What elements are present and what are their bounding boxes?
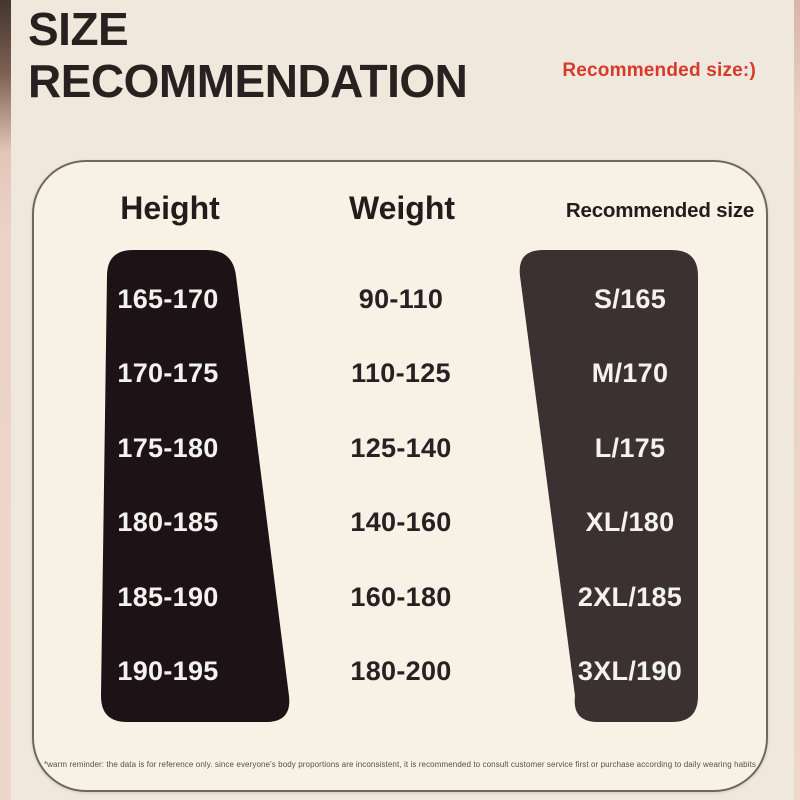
column-header-recommended-size: Recommended size xyxy=(565,199,755,222)
height-cell: 170-175 xyxy=(117,358,219,389)
page-edge-left-stripe xyxy=(0,0,11,800)
column-header-weight: Weight xyxy=(348,190,456,226)
height-cell: 165-170 xyxy=(117,284,219,314)
size-cell: 3XL/190 xyxy=(577,655,683,686)
weight-cell: 90-110 xyxy=(358,284,444,314)
size-cell: L/175 xyxy=(594,432,666,463)
page-title: SIZE RECOMMENDATION xyxy=(28,3,468,107)
size-cell: 2XL/185 xyxy=(577,581,683,612)
weight-cell: 180-200 xyxy=(350,655,452,686)
height-cell: 185-190 xyxy=(117,581,219,612)
page-title-line-2: RECOMMENDATION xyxy=(28,54,468,107)
weight-cell: 160-180 xyxy=(350,581,452,612)
weight-cell: 125-140 xyxy=(350,432,452,463)
height-cell: 175-180 xyxy=(117,432,219,463)
size-cell: S/165 xyxy=(593,284,667,314)
height-cell: 180-185 xyxy=(117,507,219,538)
weight-cell: 140-160 xyxy=(350,507,452,538)
column-header-height: Height xyxy=(120,190,220,226)
size-cell: XL/180 xyxy=(585,507,675,538)
height-column: 165-170 170-175 175-180 180-185 185-190 … xyxy=(98,284,238,686)
recommended-size-tagline: Recommended size:) xyxy=(562,60,756,81)
page-title-line-1: SIZE xyxy=(28,3,129,55)
page-edge-right-stripe xyxy=(794,0,800,800)
recommended-size-column: S/165 M/170 L/175 XL/180 2XL/185 3XL/190 xyxy=(550,284,710,686)
weight-cell: 110-125 xyxy=(351,358,451,389)
weight-column: 90-110 110-125 125-140 140-160 160-180 1… xyxy=(321,284,481,686)
height-cell: 190-195 xyxy=(117,655,219,686)
size-cell: M/170 xyxy=(591,358,669,389)
footnote: *warm reminder: the data is for referenc… xyxy=(43,760,757,769)
